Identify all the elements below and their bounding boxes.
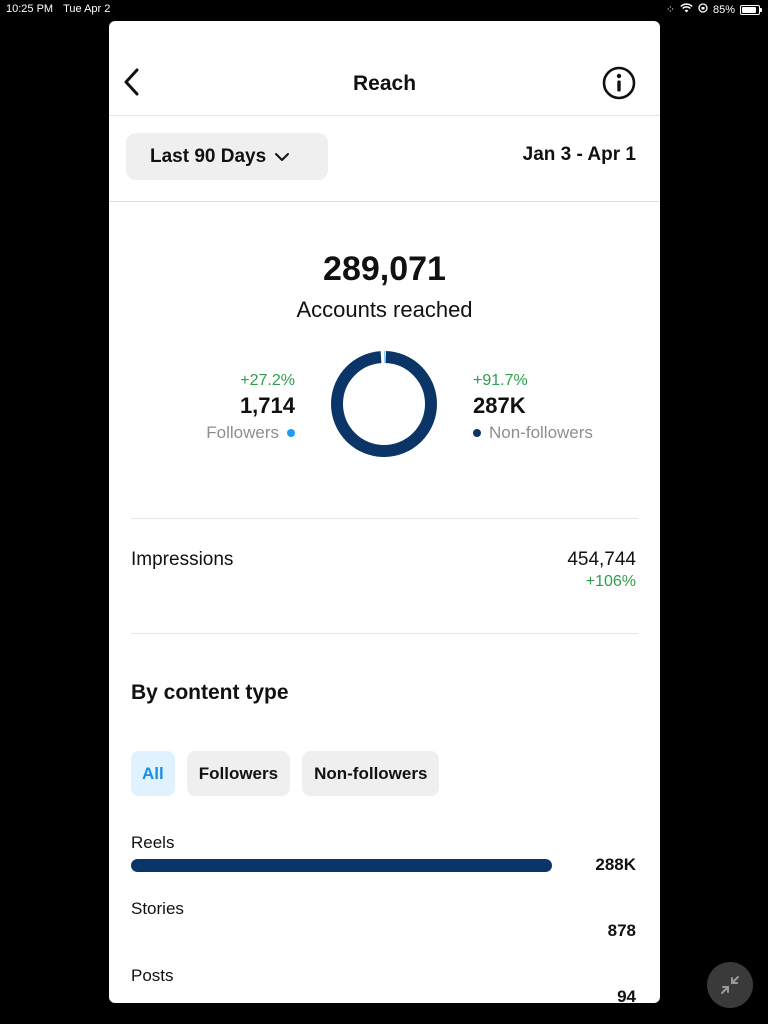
date-range-dropdown[interactable]: Last 90 Days	[126, 133, 328, 180]
chip-non-followers[interactable]: Non-followers	[302, 751, 440, 796]
impressions-value: 454,744	[567, 549, 636, 570]
filter-bar: Last 90 Days Jan 3 - Apr 1	[109, 116, 660, 202]
content-row-label: Stories	[131, 899, 184, 918]
non-followers-count: 287K	[473, 393, 526, 418]
content-row-value: 94	[617, 987, 636, 1003]
rotation-lock-icon	[698, 3, 708, 16]
date-range-label: Last 90 Days	[150, 145, 267, 167]
followers-count: 1,714	[239, 393, 295, 418]
battery-icon	[740, 4, 762, 15]
nav-bar: Reach	[109, 21, 660, 116]
impressions-change: +106%	[585, 573, 636, 590]
followers-stat: +27.2% 1,714 Followers	[206, 372, 295, 443]
date-range-text: Jan 3 - Apr 1	[522, 144, 636, 165]
divider	[131, 518, 638, 519]
chip-followers[interactable]: Followers	[186, 751, 291, 796]
content-row-label: Reels	[131, 833, 175, 852]
accounts-reached-count: 289,071	[323, 250, 446, 288]
followers-legend-dot	[287, 429, 295, 437]
signal-icon: ⁘	[665, 4, 675, 16]
status-bar: 10:25 PM Tue Apr 2 ⁘ 85%	[0, 0, 768, 20]
content-row-value: 288K	[595, 855, 636, 874]
non-followers-legend-dot	[473, 429, 481, 437]
minimize-arrows-icon	[721, 976, 739, 994]
info-circle-icon[interactable]	[602, 66, 636, 100]
reach-donut-chart	[331, 351, 437, 457]
content-filter-chips: All Followers Non-followers	[131, 751, 440, 796]
content-row-label: Posts	[131, 966, 174, 985]
non-followers-stat: +91.7% 287K Non-followers	[473, 372, 593, 443]
reels-bar	[131, 859, 552, 872]
non-followers-segment	[331, 351, 437, 457]
chip-all[interactable]: All	[131, 751, 175, 796]
status-time: 10:25 PM	[6, 3, 54, 15]
followers-change: +27.2%	[240, 372, 295, 389]
reach-sheet: Reach Last 90 Days Jan 3 - Apr 1 289,071…	[109, 21, 660, 1003]
non-followers-label: Non-followers	[489, 423, 593, 442]
accounts-reached-label: Accounts reached	[296, 297, 473, 322]
battery-percent: 85%	[712, 3, 735, 16]
non-followers-change: +91.7%	[473, 372, 528, 389]
impressions-label: Impressions	[131, 549, 234, 570]
status-date: Tue Apr 2	[63, 3, 111, 15]
minimize-button[interactable]	[707, 962, 753, 1008]
content-row-value: 878	[607, 921, 636, 940]
page-title: Reach	[352, 72, 417, 95]
chevron-down-icon	[275, 152, 290, 161]
wifi-icon	[680, 3, 693, 16]
chevron-left-icon[interactable]	[121, 67, 143, 97]
followers-label: Followers	[206, 423, 279, 442]
section-title: By content type	[131, 681, 289, 704]
divider	[131, 633, 638, 634]
